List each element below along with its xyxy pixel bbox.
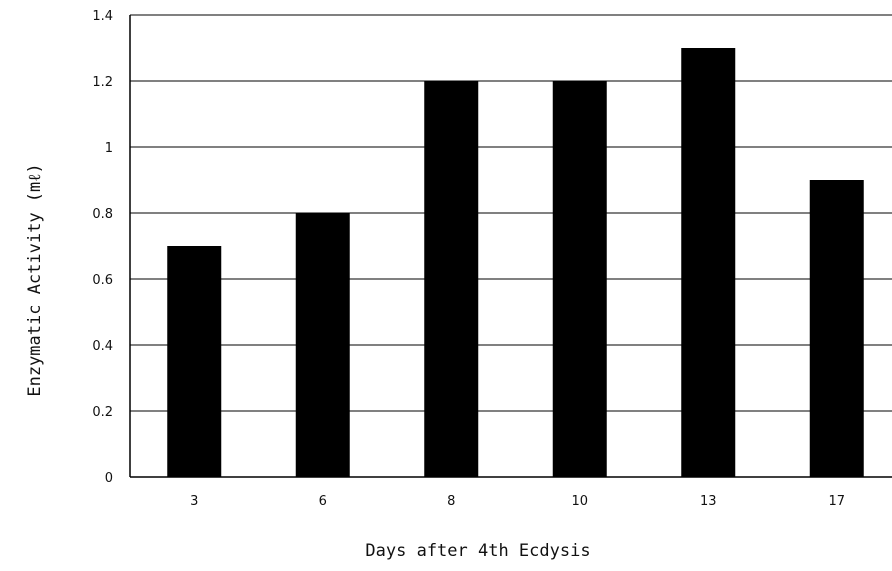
x-tick-label: 13 [700, 494, 717, 509]
y-tick-label: 1 [105, 141, 113, 156]
bars [167, 48, 864, 477]
bar [167, 246, 222, 477]
axes [129, 15, 892, 478]
x-tick-labels: 3 6 8 10 13 17 [190, 494, 845, 509]
y-tick-label: 0.2 [92, 405, 113, 420]
y-tick-label: 0.4 [92, 339, 113, 354]
bar [552, 81, 607, 477]
x-tick-label: 6 [319, 494, 327, 509]
x-tick-label: 10 [571, 494, 588, 509]
y-tick-label: 0.6 [92, 273, 113, 288]
x-tick-label: 3 [190, 494, 198, 509]
y-tick-labels: 0 0.2 0.4 0.6 0.8 1 1.2 1.4 [92, 9, 113, 486]
y-tick-label: 1.4 [92, 9, 113, 24]
bar [809, 180, 864, 477]
bar [681, 48, 736, 477]
y-tick-label: 1.2 [92, 75, 113, 90]
x-tick-label: 17 [828, 494, 845, 509]
x-tick-label: 8 [447, 494, 455, 509]
bar [295, 213, 350, 477]
y-tick-label: 0 [105, 471, 113, 486]
bar [424, 81, 479, 477]
gridlines [130, 14, 892, 412]
y-axis-title: Enzymatic Activity (mℓ) [25, 163, 45, 396]
y-tick-label: 0.8 [92, 207, 113, 222]
x-axis-title: Days after 4th Ecdysis [365, 541, 590, 561]
